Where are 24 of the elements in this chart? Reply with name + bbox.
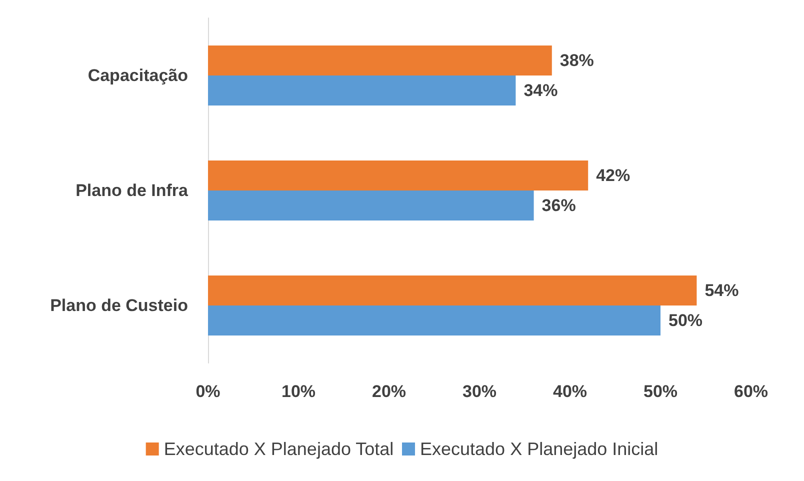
x-tick-label: 20% xyxy=(372,382,406,401)
data-label: 54% xyxy=(704,281,739,300)
y-tick-label: Plano de Infra xyxy=(76,181,189,200)
x-tick-label: 30% xyxy=(462,382,497,401)
bar xyxy=(208,46,552,76)
bar xyxy=(208,276,697,306)
data-label: 42% xyxy=(596,166,630,185)
x-tick-label: 10% xyxy=(281,382,316,401)
y-tick-label: Capacitação xyxy=(88,66,188,85)
x-tick-label: 60% xyxy=(734,382,768,401)
data-label: 34% xyxy=(524,81,558,100)
x-tick-label: 50% xyxy=(643,382,678,401)
legend-label: Executado X Planejado Total xyxy=(164,439,394,459)
data-label: 38% xyxy=(560,51,594,70)
data-label: 36% xyxy=(542,196,576,215)
x-tick-label: 0% xyxy=(196,382,220,401)
bar xyxy=(208,306,660,336)
x-tick-label: 40% xyxy=(552,382,588,401)
y-tick-label: Plano de Custeio xyxy=(50,296,188,315)
legend-label: Executado X Planejado Inicial xyxy=(420,439,658,459)
bar xyxy=(208,76,516,106)
data-label: 50% xyxy=(668,311,703,330)
bar xyxy=(208,190,534,220)
bar xyxy=(208,160,588,190)
